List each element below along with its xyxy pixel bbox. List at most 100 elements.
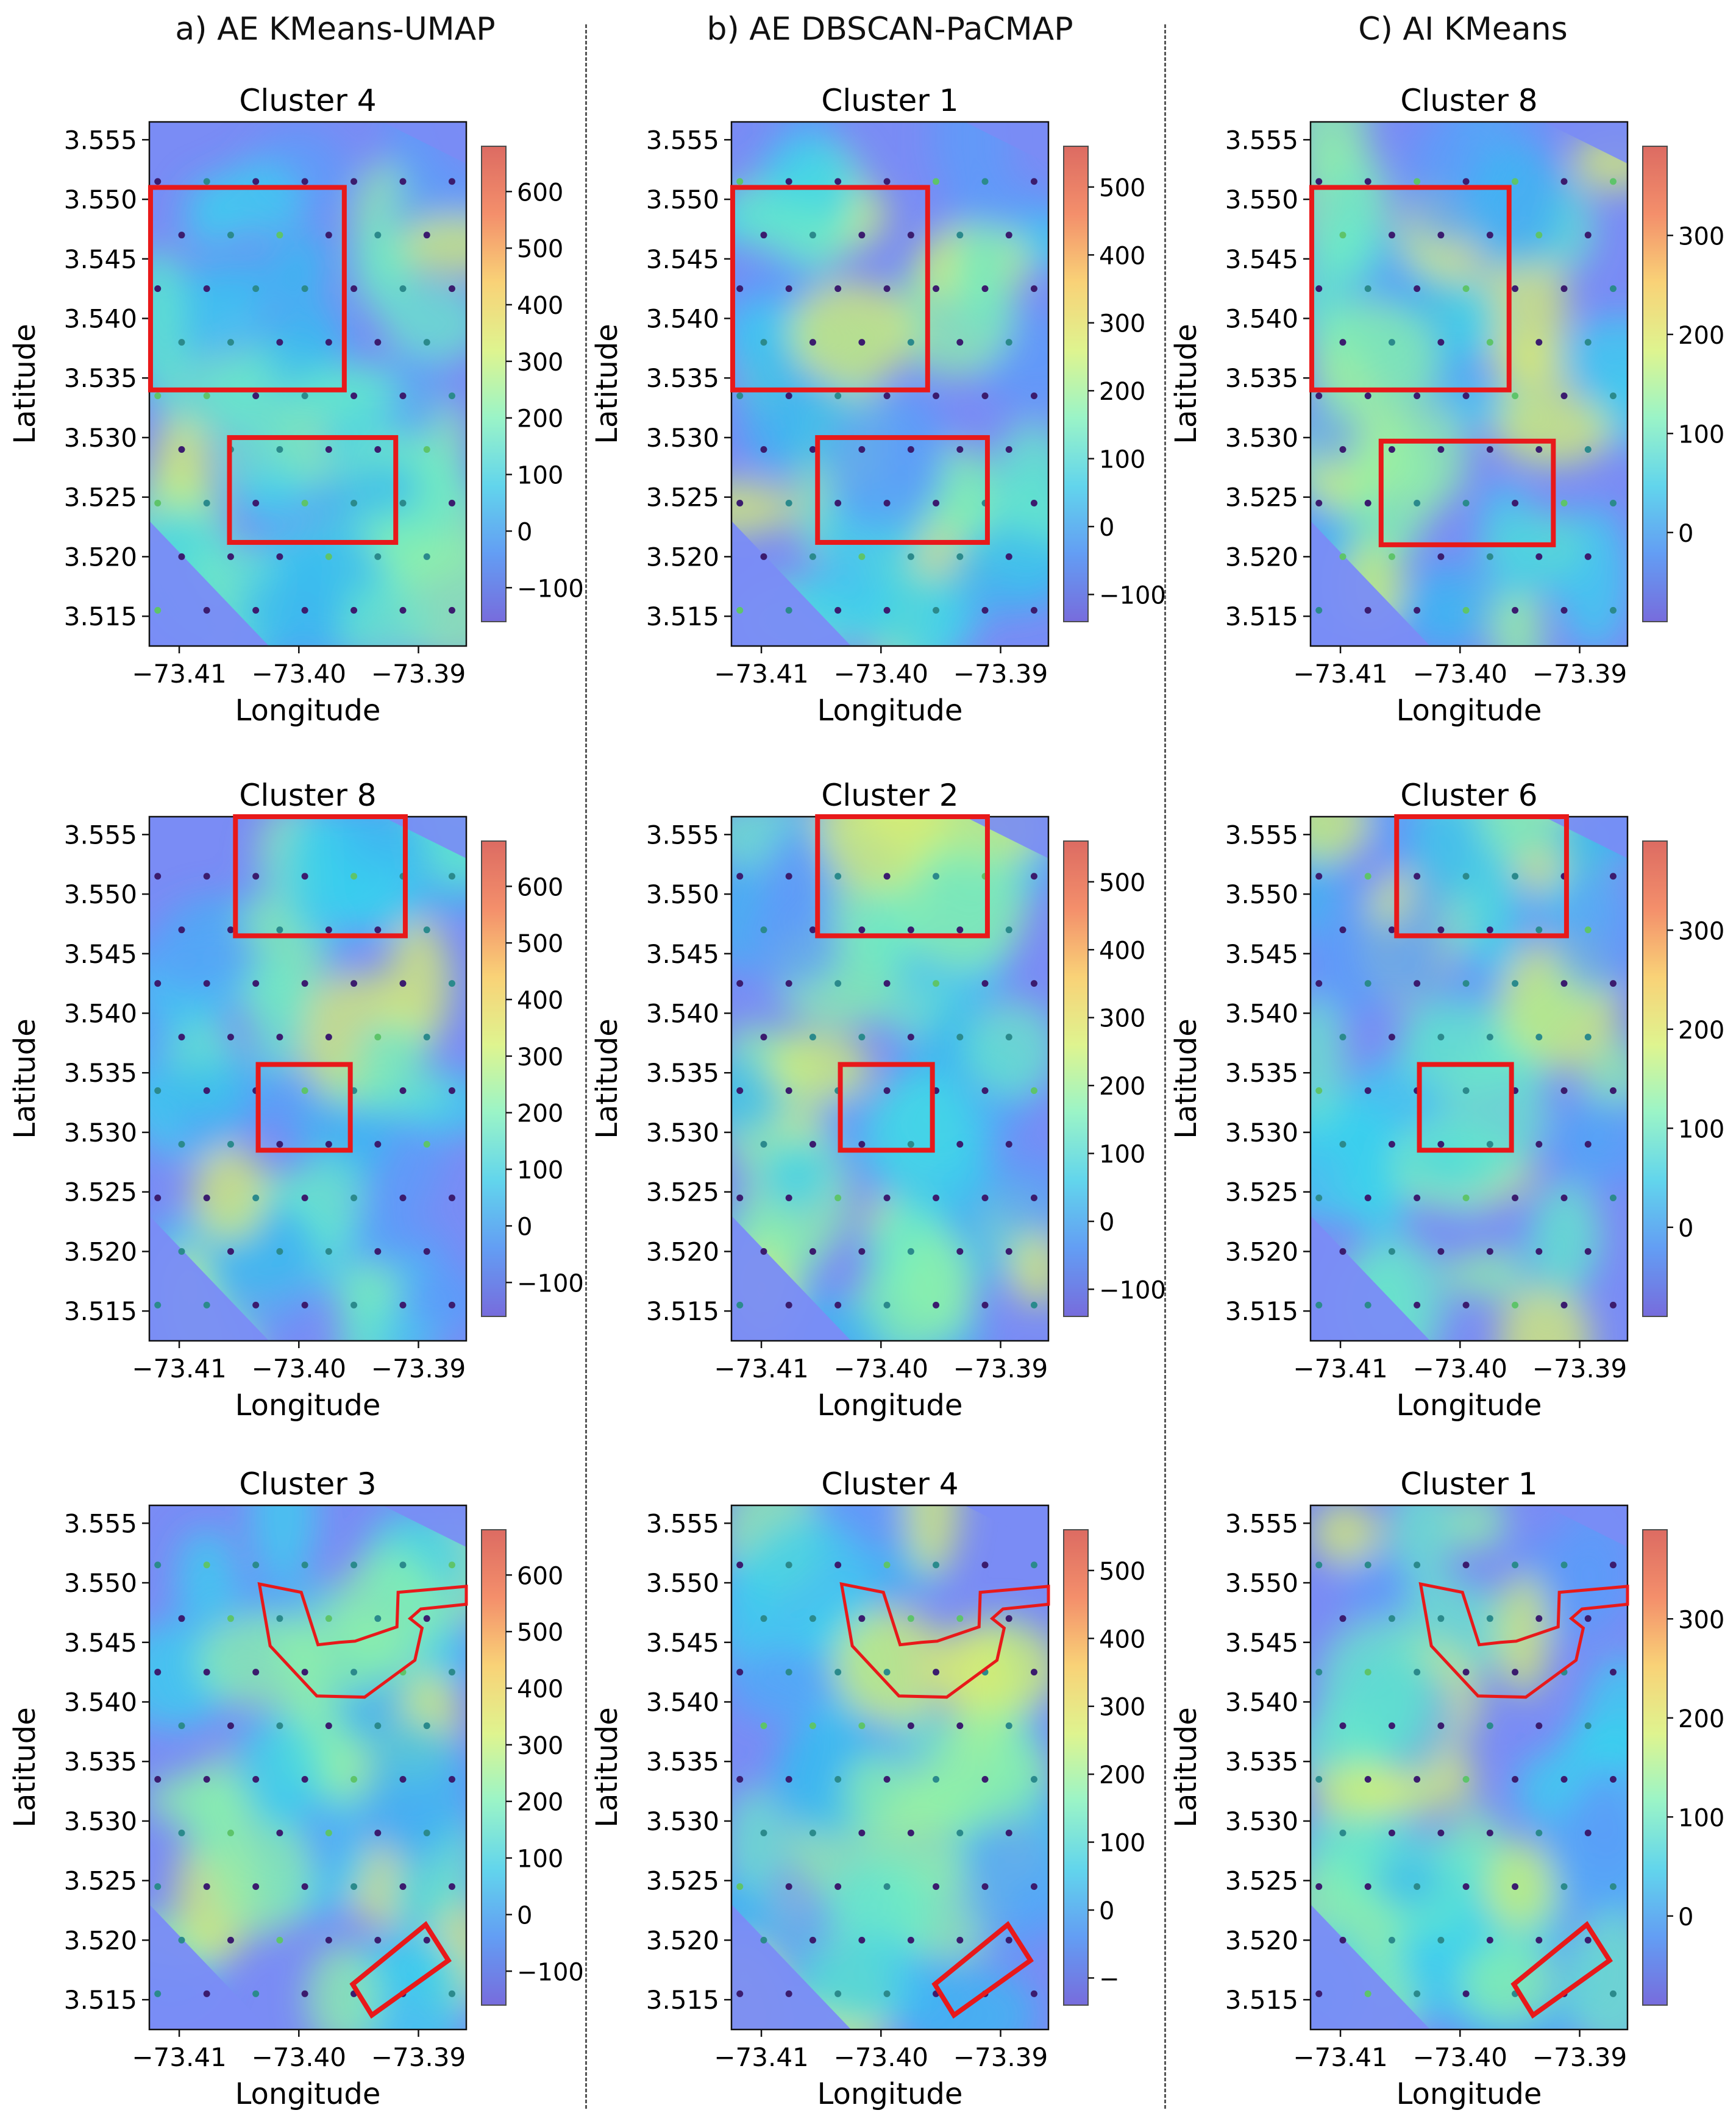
- sample-point: [1486, 446, 1493, 453]
- colorbar-tick-label: 400: [517, 987, 563, 1015]
- sample-point: [956, 1830, 964, 1836]
- sample-point: [1560, 1883, 1568, 1890]
- sample-point: [325, 1141, 332, 1148]
- colorbar-tick-label: 300: [1099, 310, 1145, 338]
- sample-point: [1437, 553, 1445, 560]
- sample-point: [1364, 499, 1371, 506]
- sample-point: [981, 1776, 989, 1783]
- sample-point: [178, 926, 185, 934]
- y-tick-label: 3.530: [1225, 1118, 1298, 1148]
- sample-point: [981, 392, 989, 400]
- y-tick-label: 3.515: [1225, 1985, 1298, 2015]
- sample-point: [203, 178, 210, 185]
- sample-point: [883, 178, 891, 185]
- sample-point: [1315, 178, 1323, 185]
- y-tick-label: 3.550: [646, 1568, 719, 1598]
- y-axis-label: Latitude: [590, 1018, 624, 1139]
- sample-point: [1584, 1615, 1592, 1622]
- x-tick-label: −73.40: [1413, 659, 1507, 689]
- sample-point: [1388, 1936, 1395, 1944]
- sample-point: [1339, 446, 1346, 453]
- colorbar-tick-label: 100: [1678, 421, 1724, 449]
- sample-point: [1315, 1883, 1323, 1890]
- hull-mask: [382, 1505, 466, 1547]
- y-tick-label: 3.515: [646, 602, 719, 631]
- sample-point: [227, 553, 234, 560]
- sample-point: [1315, 499, 1323, 506]
- sample-point: [227, 339, 234, 346]
- sample-point: [399, 1561, 407, 1569]
- colorbar-tick-label: 500: [517, 235, 563, 263]
- sample-point: [1462, 1990, 1470, 1997]
- colorbar-tick-label: 200: [517, 1789, 563, 1817]
- sample-point: [956, 1248, 964, 1255]
- y-tick-label: 3.515: [646, 1985, 719, 2015]
- x-tick-label: −73.40: [252, 2042, 346, 2072]
- sample-point: [423, 1034, 430, 1041]
- sample-point: [834, 178, 842, 185]
- sample-point: [1388, 1615, 1395, 1622]
- sample-point: [736, 1561, 744, 1569]
- sample-point: [1005, 339, 1012, 346]
- sample-point: [325, 446, 332, 453]
- x-tick-label: −73.41: [132, 659, 226, 689]
- sample-point: [1512, 392, 1519, 400]
- panel-title: Cluster 4: [821, 1466, 958, 1502]
- colorbar-tick-label: 200: [517, 1100, 563, 1128]
- sample-point: [785, 392, 792, 400]
- x-tick-label: −73.40: [1413, 2042, 1507, 2072]
- sample-point: [203, 1883, 210, 1890]
- panel-c2: Cluster 6 3.515 3.520 3.525 3.530 3.535 3.540 3…: [1169, 778, 1724, 1422]
- sample-point: [325, 1248, 332, 1255]
- sample-point: [252, 1990, 260, 1997]
- sample-point: [1339, 1936, 1346, 1944]
- sample-point: [1364, 980, 1371, 987]
- y-tick-label: 3.525: [64, 483, 137, 513]
- colorbar-tick-label: 0: [517, 1902, 532, 1930]
- y-tick-label: 3.535: [646, 1747, 719, 1777]
- axes-frame: [730, 1504, 1050, 2031]
- sample-point: [834, 873, 842, 880]
- sample-point: [1315, 1669, 1323, 1676]
- sample-point: [1560, 178, 1568, 185]
- sample-point: [301, 392, 308, 400]
- sample-point: [1437, 232, 1445, 239]
- colorbar-gradient: [1642, 1529, 1668, 2006]
- sample-point: [785, 178, 792, 185]
- panel-title: Cluster 3: [239, 1466, 376, 1502]
- y-tick-label: 3.540: [1225, 999, 1298, 1029]
- sample-point: [423, 1615, 430, 1622]
- sample-point: [981, 980, 989, 987]
- sample-point: [1535, 1615, 1543, 1622]
- sample-point: [1584, 926, 1592, 934]
- sample-point: [252, 392, 260, 400]
- sample-point: [760, 1722, 767, 1730]
- x-axis-label: Longitude: [817, 1388, 963, 1422]
- sample-point: [350, 178, 358, 185]
- panel-a2: Cluster 8 3.515 3.520 3.525 3.530 3.535 3.540 3…: [8, 778, 584, 1422]
- y-tick-label: 3.545: [646, 1628, 719, 1658]
- sample-point: [933, 285, 940, 293]
- sample-point: [1414, 606, 1421, 614]
- sample-point: [834, 499, 842, 506]
- sample-point: [350, 1883, 358, 1890]
- sample-point: [736, 873, 744, 880]
- sample-point: [907, 1141, 914, 1148]
- sample-point: [809, 1034, 816, 1041]
- colorbar-tick-label: 500: [1099, 174, 1145, 202]
- sample-point: [1584, 446, 1592, 453]
- sample-point: [883, 392, 891, 400]
- sample-point: [933, 1301, 940, 1309]
- y-tick-label: 3.550: [1225, 879, 1298, 909]
- hull-mask: [964, 1505, 1048, 1547]
- sample-point: [1609, 1194, 1617, 1201]
- colorbar-tick-label: 400: [517, 1675, 563, 1703]
- sample-point: [736, 980, 744, 987]
- sample-point: [1339, 1830, 1346, 1836]
- sample-point: [1462, 980, 1470, 987]
- sample-point: [1364, 1669, 1371, 1676]
- sample-point: [203, 606, 210, 614]
- sample-point: [933, 1669, 940, 1676]
- sample-point: [858, 446, 866, 453]
- sample-point: [858, 1722, 866, 1730]
